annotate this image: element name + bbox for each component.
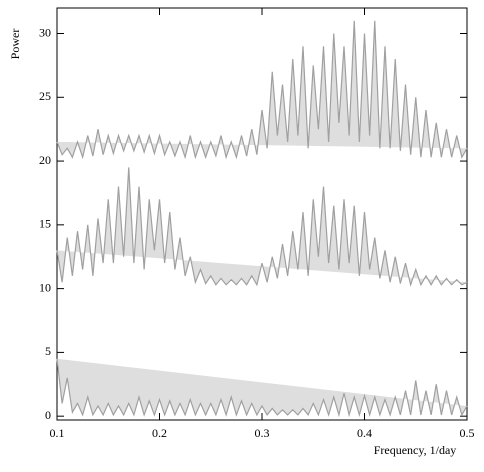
x-tick-label: 0.4 — [357, 426, 372, 440]
data-line — [56, 167, 468, 287]
x-tick-label: 0.3 — [255, 426, 270, 440]
y-tick-label: 0 — [45, 408, 51, 422]
y-tick-label: 5 — [45, 344, 51, 358]
y-tick-label: 30 — [39, 25, 51, 39]
y-axis-label: Power — [8, 29, 22, 60]
data-line — [56, 358, 468, 418]
x-tick-label: 0.2 — [152, 426, 167, 440]
data-line — [56, 20, 468, 160]
x-tick-label: 0.5 — [460, 426, 475, 440]
y-tick-label: 25 — [39, 89, 51, 103]
y-tick-label: 15 — [39, 217, 51, 231]
x-tick-label: 0.1 — [50, 426, 65, 440]
x-axis-label: Frequency, 1/day — [374, 443, 457, 457]
y-tick-label: 20 — [39, 153, 51, 167]
y-tick-label: 10 — [39, 280, 51, 294]
